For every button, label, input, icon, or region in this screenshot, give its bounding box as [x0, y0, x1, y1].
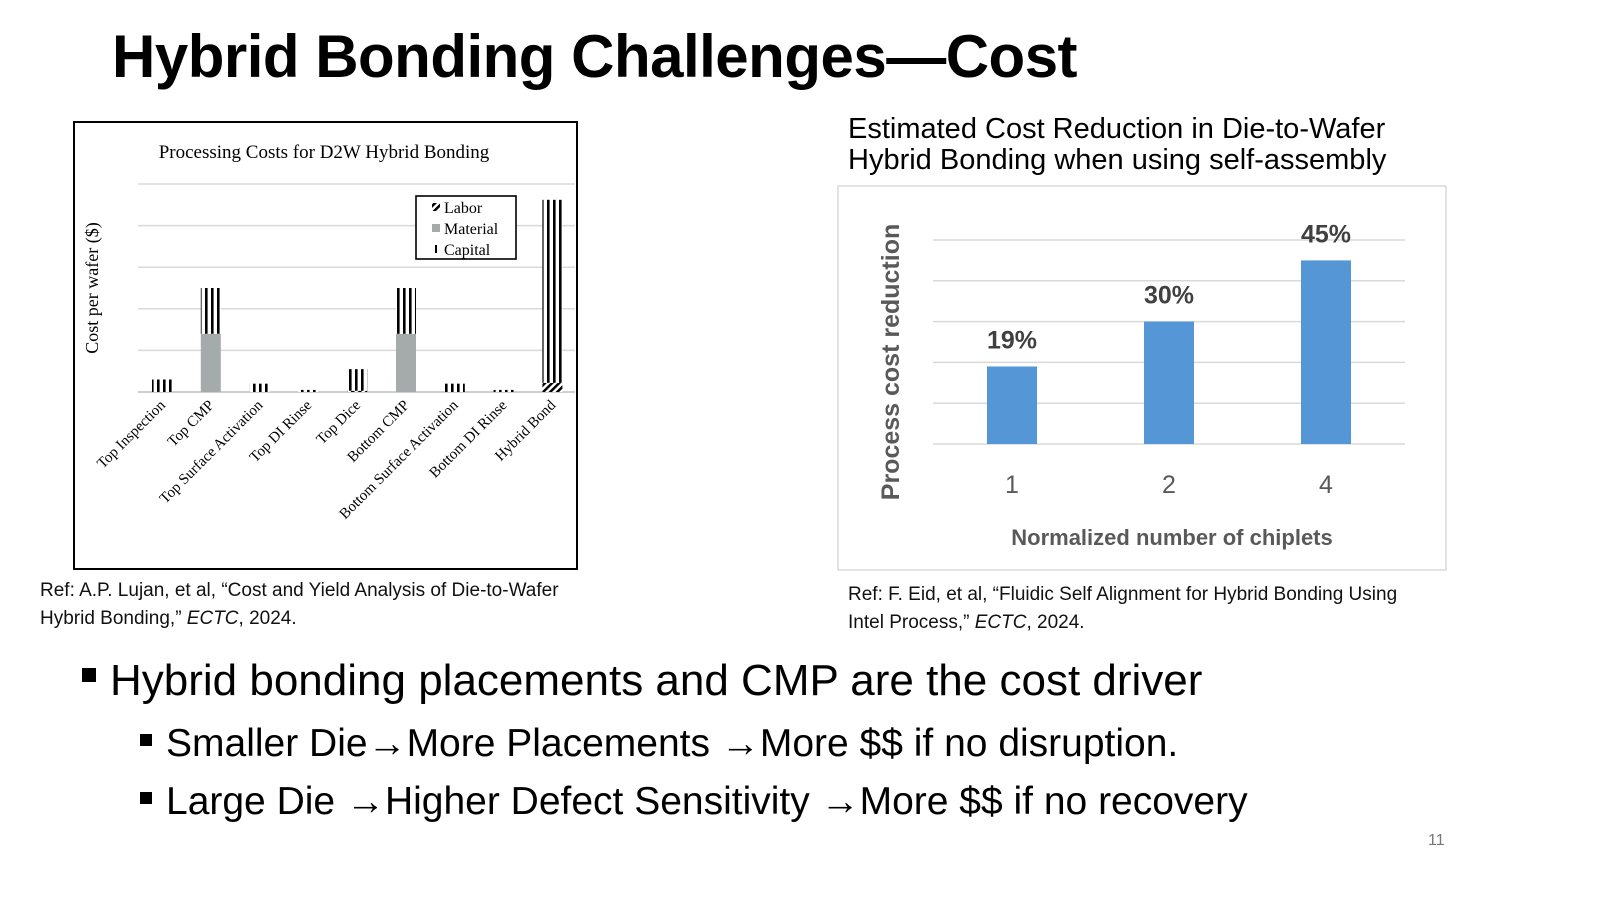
bar-capital — [493, 389, 514, 392]
data-label: 30% — [1144, 282, 1194, 310]
bullet-square-icon — [82, 668, 96, 683]
bullet-sub-1: Smaller Die→More Placements →More $$ if … — [140, 722, 1178, 766]
left-chart-title: Processing Costs for D2W Hybrid Bonding — [159, 142, 490, 163]
bar-capital — [200, 288, 221, 334]
bullet-square-icon — [140, 733, 152, 746]
bar-capital — [347, 369, 368, 391]
right-reference: Ref: F. Eid, et al, “Fluidic Self Alignm… — [848, 581, 1397, 637]
left-ref-line2: Hybrid Bonding,” ECTC, 2024. — [40, 608, 297, 629]
arrow-icon: → — [820, 780, 860, 823]
bar — [1301, 260, 1351, 444]
legend-label-labor: Labor — [444, 200, 483, 217]
x-tick-label: 2 — [1162, 471, 1176, 499]
right-chart-frame — [837, 185, 1447, 571]
page-number: 11 — [1428, 832, 1445, 849]
bar-labor — [542, 382, 563, 392]
right-chart-xlabel: Normalized number of chiplets — [1011, 525, 1333, 550]
data-label: 19% — [987, 326, 1037, 354]
bar-material — [396, 333, 416, 392]
legend-label-material: Material — [444, 221, 499, 238]
right-ref-line2: Intel Process,” ECTC, 2024. — [848, 612, 1085, 633]
left-reference: Ref: A.P. Lujan, et al, “Cost and Yield … — [40, 577, 559, 633]
arrow-icon: → — [720, 722, 760, 765]
bullet-square-icon — [140, 791, 152, 804]
x-tick-label: 1 — [1005, 471, 1019, 499]
legend-swatch-capital — [435, 245, 437, 253]
legend-swatch-labor — [432, 203, 440, 211]
bullet-sub-2: Large Die →Higher Defect Sensitivity →Mo… — [140, 780, 1248, 824]
left-ref-line1: Ref: A.P. Lujan, et al, “Cost and Yield … — [40, 580, 559, 601]
bar-capital — [298, 389, 319, 392]
bar — [987, 366, 1037, 444]
bar-capital — [249, 383, 270, 392]
data-label: 45% — [1301, 220, 1351, 248]
bullet-main: Hybrid bonding placements and CMP are th… — [82, 656, 1202, 706]
bar-capital — [396, 288, 416, 334]
arrow-icon: → — [367, 722, 407, 765]
bar-labor — [347, 390, 368, 392]
x-tick-label: 4 — [1319, 471, 1333, 499]
bar — [1144, 321, 1194, 444]
right-chart-ylabel: Process cost reduction — [877, 224, 905, 500]
bar-capital — [444, 383, 465, 392]
left-chart-ylabel: Cost per wafer ($) — [82, 222, 103, 353]
right-ref-line1: Ref: F. Eid, et al, “Fluidic Self Alignm… — [848, 584, 1398, 605]
left-chart-frame — [73, 121, 578, 570]
legend-label-capital: Capital — [444, 242, 491, 259]
legend-swatch-material — [432, 224, 440, 232]
slide-title: Hybrid Bonding Challenges—Cost — [112, 23, 1078, 90]
bar-capital — [542, 199, 563, 383]
bar-material — [200, 333, 221, 392]
left-chart-legend: Labor Material Capital — [415, 195, 517, 260]
bar-capital — [152, 379, 172, 392]
arrow-icon: → — [345, 780, 385, 823]
right-chart-title: Estimated Cost Reduction in Die-to-Wafer… — [848, 113, 1387, 176]
